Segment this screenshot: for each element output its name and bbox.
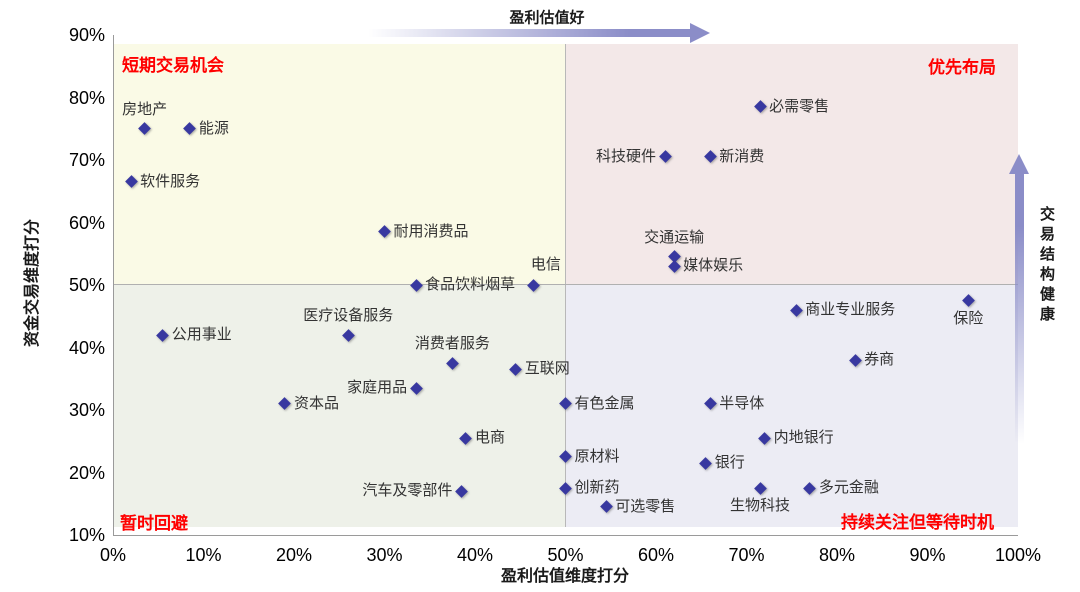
y-tick-label: 80% — [68, 87, 105, 108]
quadrant-top-left — [114, 44, 565, 284]
x-tick-label: 40% — [456, 545, 494, 565]
data-point-label: 互联网 — [524, 360, 570, 378]
y-tick-label: 50% — [68, 275, 105, 295]
quadrant-bottom-left — [114, 284, 565, 527]
y-tick-label: 60% — [68, 212, 105, 233]
x-tick-label: 80% — [818, 545, 856, 565]
y-tick-label: 20% — [68, 462, 105, 483]
y-tick-label: 10% — [68, 525, 105, 545]
x-tick-label: 20% — [275, 545, 313, 565]
y-tick-label: 30% — [68, 400, 105, 420]
data-point-label: 电信 — [530, 256, 561, 273]
data-point-label: 可选零售 — [615, 497, 676, 515]
top-arrow-head-icon — [690, 23, 710, 43]
x-axis-line — [113, 535, 1018, 536]
quadrant-label-bottom-left: 暂时回避 — [120, 514, 188, 533]
x-tick-label: 10% — [185, 545, 222, 565]
data-point-label: 必需零售 — [769, 97, 830, 115]
top-arrow — [368, 29, 694, 37]
data-point-label: 食品饮料烟草 — [425, 276, 516, 293]
x-tick-label: 30% — [366, 545, 403, 565]
data-point-label: 银行 — [714, 454, 745, 472]
data-point-label: 家庭用品 — [347, 379, 408, 397]
quadrant-label-bottom-right: 持续关注但等待时机 — [841, 513, 994, 532]
x-tick-label: 100% — [994, 545, 1042, 565]
data-point-label: 软件服务 — [140, 172, 201, 190]
y-axis-title: 资金交易维度打分 — [24, 218, 41, 348]
data-point-label: 半导体 — [719, 394, 765, 412]
right-arrow-head-icon — [1009, 154, 1029, 174]
data-point-label: 保险 — [953, 309, 984, 327]
quadrant-label-top-left: 短期交易机会 — [122, 56, 224, 75]
quadrant-divider-vertical — [565, 44, 566, 527]
data-point-label: 商业专业服务 — [805, 301, 896, 318]
quadrant-bottom-right — [565, 284, 1018, 527]
y-tick-label: 90% — [68, 25, 105, 45]
data-point-label: 电商 — [474, 429, 505, 447]
data-point-label: 多元金融 — [818, 479, 879, 497]
data-point-label: 内地银行 — [773, 429, 834, 447]
quadrant-label-top-right: 优先布局 — [928, 58, 996, 77]
data-point-label: 生物科技 — [730, 497, 791, 515]
quadrant-top-right — [565, 44, 1018, 284]
right-arrow-label: 交易结构健康 — [1038, 206, 1055, 326]
x-axis-title: 盈利估值维度打分 — [500, 568, 630, 585]
x-tick-label: 0% — [99, 545, 127, 565]
data-point-label: 公用事业 — [171, 326, 232, 343]
data-point-label: 医疗设备服务 — [303, 307, 394, 324]
data-point-label: 能源 — [198, 119, 229, 137]
data-point-label: 消费者服务 — [414, 335, 490, 353]
data-point-label: 资本品 — [293, 394, 339, 412]
data-point-label: 交通运输 — [644, 228, 705, 246]
data-point-label: 媒体娱乐 — [683, 257, 744, 275]
data-point-label: 券商 — [864, 351, 895, 368]
data-point-label: 有色金属 — [574, 394, 635, 412]
y-tick-label: 70% — [68, 150, 105, 170]
data-point-label: 房地产 — [122, 100, 168, 118]
data-point-label: 汽车及零部件 — [362, 482, 453, 500]
data-point-label: 原材料 — [574, 447, 620, 465]
data-point-label: 科技硬件 — [596, 147, 657, 165]
x-tick-label: 50% — [547, 545, 584, 565]
data-point-label: 耐用消费品 — [393, 222, 469, 240]
y-tick-label: 40% — [68, 337, 105, 358]
data-point-label: 新消费 — [719, 147, 765, 165]
x-tick-label: 90% — [909, 545, 946, 565]
x-tick-label: 70% — [728, 545, 765, 565]
quadrant-divider-horizontal — [113, 284, 1018, 285]
x-tick-label: 60% — [637, 545, 675, 565]
y-axis-line — [113, 35, 114, 535]
top-arrow-label: 盈利估值好 — [509, 9, 585, 27]
right-arrow — [1015, 172, 1024, 444]
data-point-label: 创新药 — [574, 479, 620, 497]
